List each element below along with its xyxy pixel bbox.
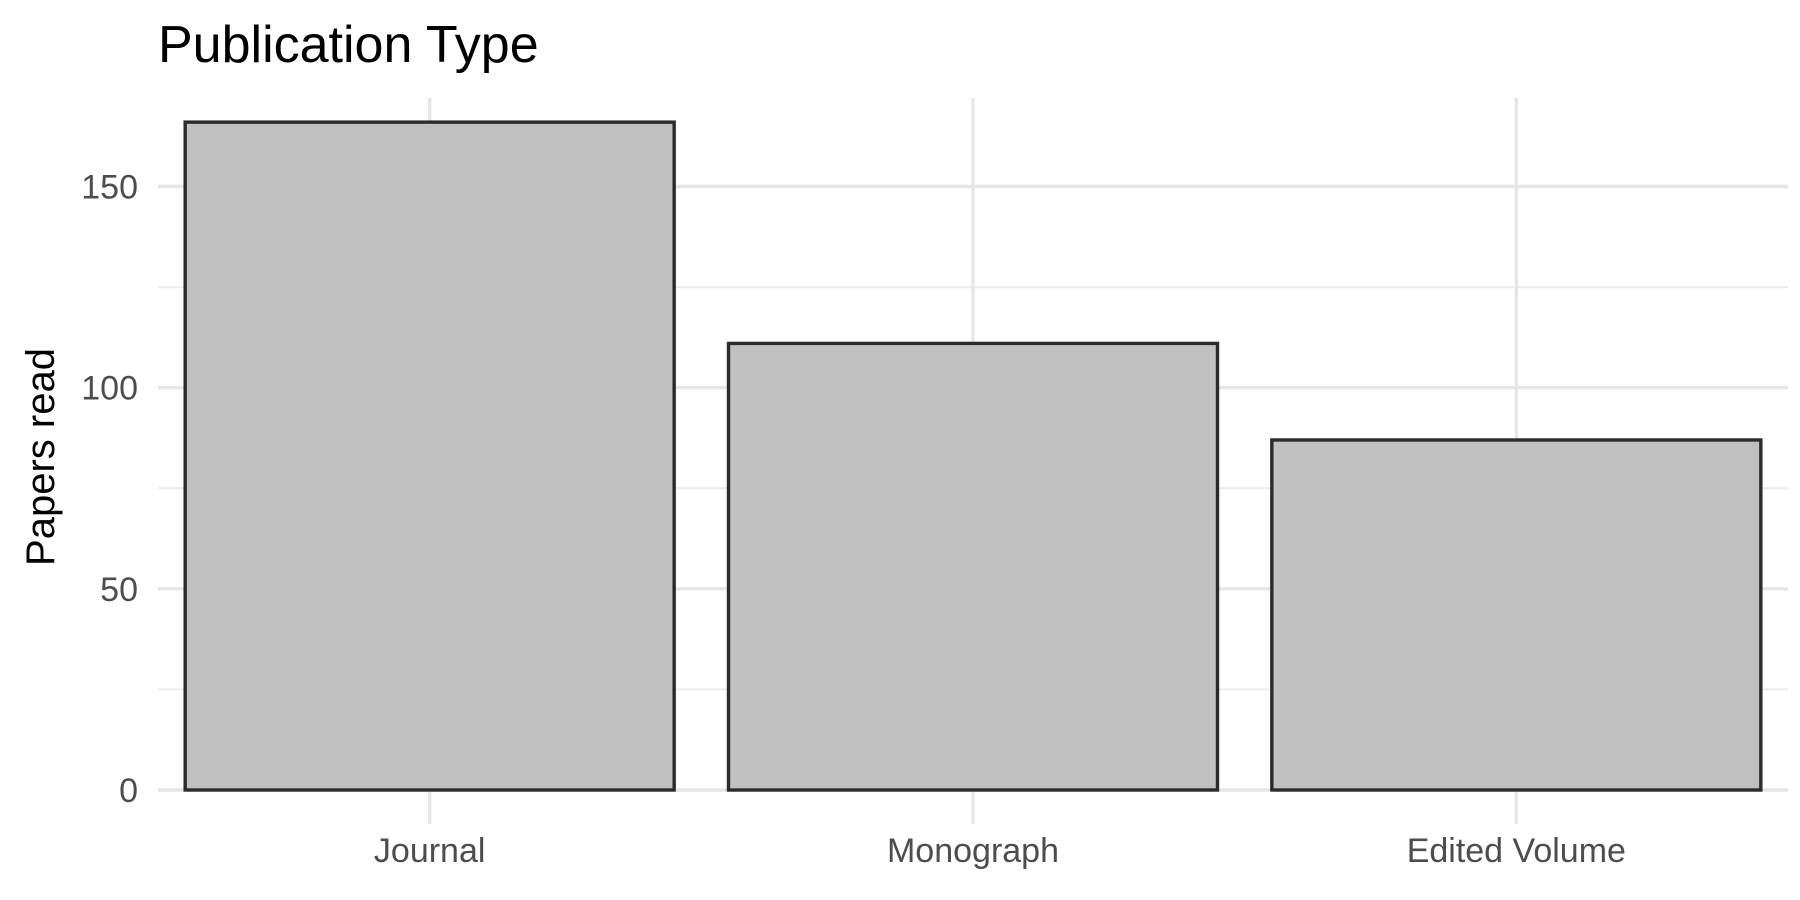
y-axis-tick-labels: 0 50 100 150 [81,169,138,810]
x-tick-label: Edited Volume [1407,832,1626,870]
y-tick-label: 0 [119,772,138,810]
y-tick-label: 150 [81,169,138,207]
bars [183,120,1763,792]
y-tick-label: 100 [81,370,138,408]
x-tick-label: Monograph [887,832,1059,870]
chart-title: Publication Type [158,16,539,74]
bar-monograph [726,341,1220,792]
bar-edited-volume [1270,438,1763,792]
y-axis-title: Papers read [19,348,63,566]
y-tick-label: 50 [100,571,138,609]
x-axis-tick-labels: Journal Monograph Edited Volume [374,832,1626,870]
x-tick-label: Journal [374,832,486,870]
bar-journal [183,120,676,792]
